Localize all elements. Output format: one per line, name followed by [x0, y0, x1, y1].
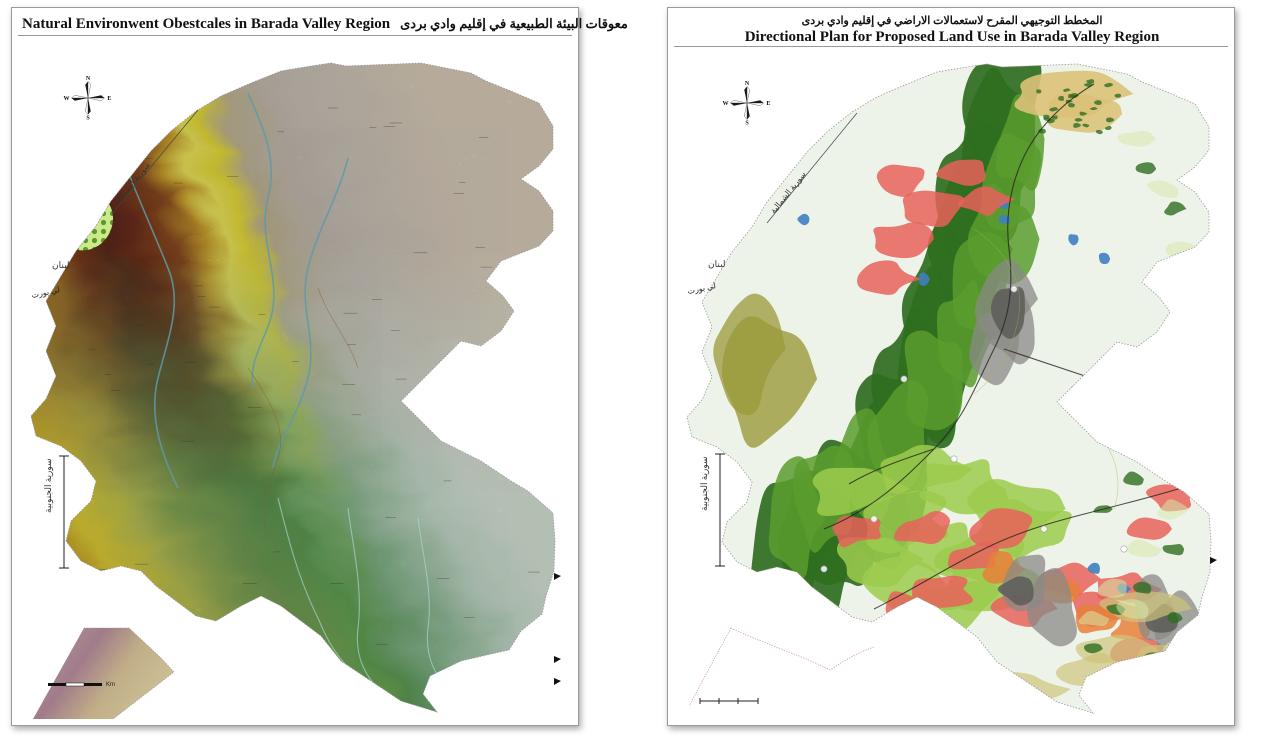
- svg-text:S: S: [86, 115, 90, 121]
- svg-text:E: E: [766, 101, 770, 107]
- svg-text:N: N: [745, 81, 750, 87]
- svg-text:سورية الجنوبية: سورية الجنوبية: [43, 458, 54, 513]
- svg-text:Km: Km: [106, 682, 115, 688]
- svg-text:لبنان: لبنان: [708, 259, 726, 269]
- svg-text:E: E: [107, 96, 111, 102]
- svg-text:W: W: [64, 96, 70, 102]
- svg-text:سورية الجنوبية: سورية الجنوبية: [699, 456, 710, 511]
- svg-text:S: S: [745, 120, 749, 126]
- svg-text:N: N: [86, 76, 91, 82]
- svg-text:W: W: [723, 101, 729, 107]
- svg-text:لبنان: لبنان: [52, 260, 70, 270]
